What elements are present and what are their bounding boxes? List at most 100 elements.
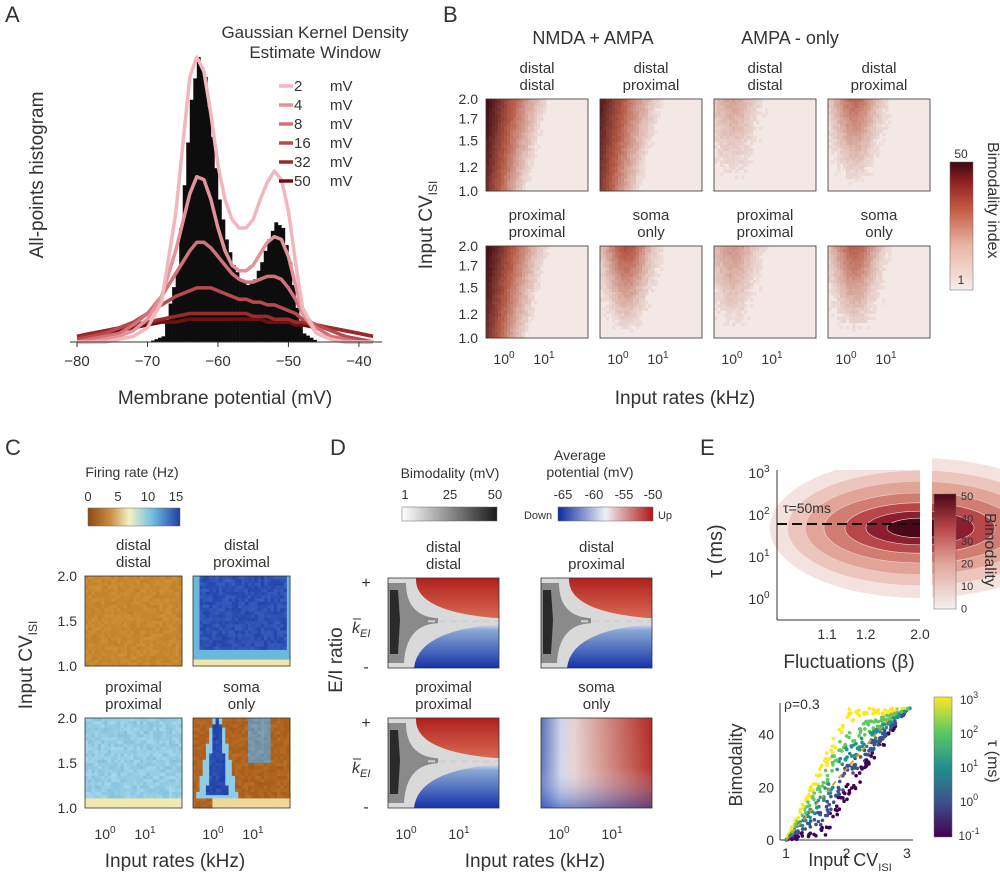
heatmap-cell bbox=[513, 288, 517, 293]
heatmap-cell bbox=[735, 163, 739, 167]
heatmap-cell bbox=[648, 252, 652, 256]
heatmap-cell bbox=[855, 276, 859, 281]
heatmap-cell bbox=[747, 117, 751, 121]
heatmap-cell bbox=[175, 653, 180, 657]
heatmap-cell bbox=[516, 184, 520, 189]
heatmap-cell bbox=[175, 614, 180, 619]
heatmap-cell bbox=[837, 166, 841, 170]
heatmap-cell bbox=[612, 301, 616, 305]
heatmap-cell bbox=[156, 576, 160, 580]
heatmap-cell bbox=[146, 604, 150, 609]
heatmap-cell bbox=[199, 643, 204, 648]
heatmap-cell bbox=[855, 105, 859, 109]
heatmap-cell bbox=[130, 653, 134, 657]
heatmap-cell bbox=[510, 99, 514, 103]
heatmap-cell bbox=[537, 132, 541, 137]
heatmap-cell bbox=[648, 129, 652, 134]
heatmap-cell bbox=[110, 656, 115, 660]
heatmap-cell bbox=[110, 640, 115, 644]
heatmap-cell bbox=[513, 264, 517, 268]
heatmap-cell bbox=[114, 604, 118, 609]
heatmap-cell bbox=[633, 264, 637, 268]
heatmap-cell bbox=[235, 582, 239, 586]
heatmap-cell bbox=[627, 258, 631, 262]
heatmap-cell bbox=[630, 310, 634, 314]
heatmap-cell bbox=[849, 285, 853, 290]
heatmap-cell bbox=[254, 621, 258, 625]
heatmap-cell bbox=[609, 282, 613, 287]
heatmap-cell bbox=[741, 108, 745, 112]
heatmap-cell bbox=[888, 255, 892, 259]
heatmap-cell bbox=[627, 310, 631, 314]
heatmap-cell bbox=[603, 172, 607, 177]
heatmap-cell bbox=[639, 178, 643, 183]
heatmap-cell bbox=[834, 120, 838, 124]
panel-a-title: Gaussian Kernel Density bbox=[221, 23, 409, 42]
heatmap-cell bbox=[159, 646, 163, 651]
heatmap-cell bbox=[209, 617, 213, 622]
heatmap-cell bbox=[244, 649, 249, 654]
heatmap-cell bbox=[202, 576, 207, 580]
heatmap-cell bbox=[516, 319, 520, 324]
heatmap-cell bbox=[519, 172, 523, 177]
heatmap-cell bbox=[729, 310, 733, 314]
heatmap-cell bbox=[831, 252, 835, 256]
heatmap-cell bbox=[218, 608, 223, 612]
heatmap-cell bbox=[843, 148, 847, 152]
heatmap-cell bbox=[162, 662, 167, 667]
heatmap-cell bbox=[540, 132, 544, 137]
heatmap-cell bbox=[130, 614, 134, 619]
heatmap-cell bbox=[720, 246, 724, 250]
heatmap-cell bbox=[486, 145, 490, 149]
heatmap-cell bbox=[846, 261, 850, 265]
heatmap-cell bbox=[241, 611, 246, 615]
heatmap-cell bbox=[212, 646, 216, 651]
heatmap-cell bbox=[636, 285, 640, 290]
heatmap-cell bbox=[618, 298, 622, 302]
heatmap-cell bbox=[156, 630, 160, 635]
heatmap-cell bbox=[840, 258, 844, 262]
heatmap-cell bbox=[867, 111, 871, 115]
heatmap-cell bbox=[486, 157, 490, 161]
heatmap-cell bbox=[507, 292, 511, 296]
heatmap-cell bbox=[714, 264, 718, 268]
heatmap-cell bbox=[747, 111, 751, 115]
heatmap-cell bbox=[501, 123, 505, 127]
heatmap-cell bbox=[199, 646, 204, 651]
heatmap-cell bbox=[178, 659, 183, 664]
heatmap-cell bbox=[720, 282, 724, 287]
heatmap-cell bbox=[225, 576, 229, 580]
heatmap-cell bbox=[175, 630, 180, 635]
heatmap-cell bbox=[513, 331, 517, 336]
heatmap-cell bbox=[630, 141, 634, 146]
heatmap-cell bbox=[753, 111, 757, 115]
heatmap-cell bbox=[840, 288, 844, 293]
heatmap-cell bbox=[624, 288, 628, 293]
heatmap-cell bbox=[600, 267, 604, 271]
heatmap-cell bbox=[510, 331, 514, 336]
heatmap-cell bbox=[501, 148, 505, 152]
heatmap-cell bbox=[852, 252, 856, 256]
heatmap-cell bbox=[831, 279, 835, 284]
heatmap-cell bbox=[156, 633, 160, 638]
heatmap-cell bbox=[513, 334, 517, 339]
heatmap-cell bbox=[624, 325, 628, 330]
heatmap-cell bbox=[110, 621, 115, 625]
heatmap-cell bbox=[215, 627, 220, 631]
heatmap-cell bbox=[603, 154, 607, 158]
heatmap-cell bbox=[127, 585, 131, 590]
heatmap-cell bbox=[152, 627, 157, 631]
heatmap-cell bbox=[97, 601, 102, 606]
heatmap-cell bbox=[531, 102, 535, 106]
heatmap-cell bbox=[753, 261, 757, 265]
heatmap-cell bbox=[143, 633, 147, 638]
heatmap-cell bbox=[251, 633, 255, 638]
heatmap-cell bbox=[492, 123, 496, 127]
heatmap-cell bbox=[603, 157, 607, 161]
heatmap-cell bbox=[729, 111, 733, 115]
heatmap-cell bbox=[489, 301, 493, 305]
heatmap-cell bbox=[870, 295, 874, 299]
heatmap-cell bbox=[633, 108, 637, 112]
heatmap-cell bbox=[630, 99, 634, 103]
